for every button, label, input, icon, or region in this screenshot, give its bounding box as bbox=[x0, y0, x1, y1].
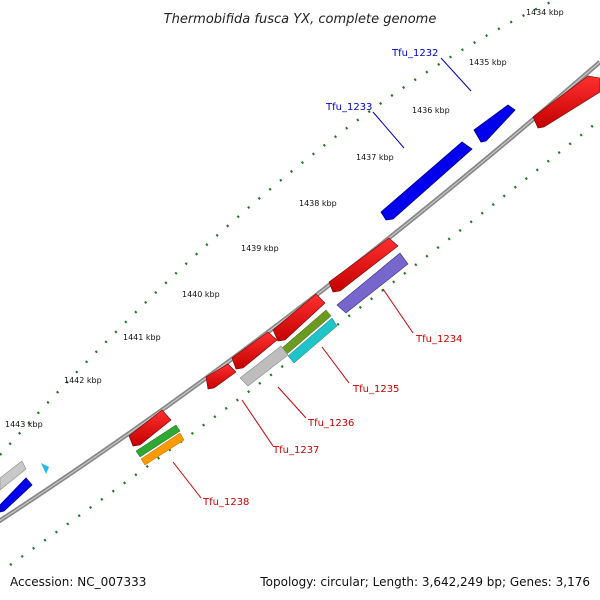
gene-tfu-1234[interactable] bbox=[336, 252, 409, 314]
tick-label: 1441 kbp bbox=[123, 333, 161, 342]
inner-tick-ring bbox=[9, 119, 600, 566]
map-title: Thermobifida fusca YX, complete genome bbox=[164, 12, 437, 27]
tick-label: 1443 kbp bbox=[5, 420, 43, 429]
gene-labels: Tfu_1232 Tfu_1233 Tfu_1234 Tfu_1235 Tfu_… bbox=[202, 48, 462, 508]
genome-summary-text: Topology: circular; Length: 3,642,249 bp… bbox=[259, 575, 590, 589]
tick-label: 1442 kbp bbox=[64, 376, 102, 385]
outer-tick-ring bbox=[0, 0, 556, 456]
gene-grey-partial[interactable] bbox=[0, 460, 27, 491]
gene-red-5[interactable] bbox=[128, 409, 172, 447]
gene-forward-partial[interactable] bbox=[0, 477, 33, 513]
gene-tfu-1237[interactable] bbox=[135, 424, 181, 458]
gene-red-2[interactable] bbox=[272, 293, 326, 342]
gene-label-tfu-1234[interactable]: Tfu_1234 bbox=[415, 334, 462, 345]
tick-label: 1437 kbp bbox=[356, 153, 394, 162]
gene-upper-right-red[interactable] bbox=[532, 75, 600, 129]
label-leaders bbox=[172, 57, 472, 499]
gene-label-tfu-1233[interactable]: Tfu_1233 bbox=[325, 102, 372, 113]
gene-label-tfu-1232[interactable]: Tfu_1232 bbox=[391, 48, 438, 59]
reverse-genes bbox=[0, 75, 600, 491]
forward-genes bbox=[0, 104, 516, 513]
gene-red-4[interactable] bbox=[205, 363, 237, 390]
gene-label-tfu-1237[interactable]: Tfu_1237 bbox=[272, 445, 319, 456]
gene-label-tfu-1236[interactable]: Tfu_1236 bbox=[307, 418, 354, 429]
tick-label: 1434 kbp bbox=[526, 8, 564, 17]
gene-label-tfu-1235[interactable]: Tfu_1235 bbox=[352, 384, 399, 395]
gene-tfu-1233[interactable] bbox=[380, 141, 473, 221]
gene-tfu-1232[interactable] bbox=[473, 104, 516, 143]
tick-label: 1439 kbp bbox=[241, 244, 279, 253]
tick-label: 1438 kbp bbox=[299, 199, 337, 208]
gene-red-3[interactable] bbox=[231, 331, 278, 370]
tick-label: 1435 kbp bbox=[469, 58, 507, 67]
gene-tfu-1235-cyan[interactable] bbox=[287, 317, 338, 364]
backbone bbox=[0, 60, 600, 524]
gene-tfu-1236[interactable] bbox=[239, 345, 289, 387]
tick-label: 1440 kbp bbox=[182, 290, 220, 299]
tick-label: 1436 kbp bbox=[412, 106, 450, 115]
gene-red-1[interactable] bbox=[328, 237, 399, 293]
gene-tfu-1238[interactable] bbox=[140, 432, 185, 466]
kbp-labels: 1434 kbp 1435 kbp 1436 kbp 1437 kbp 1438… bbox=[5, 8, 564, 429]
gene-label-tfu-1238[interactable]: Tfu_1238 bbox=[202, 497, 249, 508]
gene-forward-marker bbox=[41, 463, 49, 474]
accession-text: Accession: NC_007333 bbox=[10, 575, 146, 589]
